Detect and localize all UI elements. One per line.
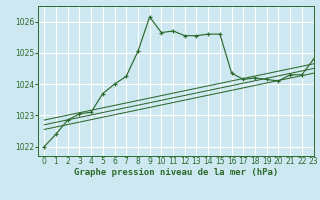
X-axis label: Graphe pression niveau de la mer (hPa): Graphe pression niveau de la mer (hPa) [74, 168, 278, 177]
